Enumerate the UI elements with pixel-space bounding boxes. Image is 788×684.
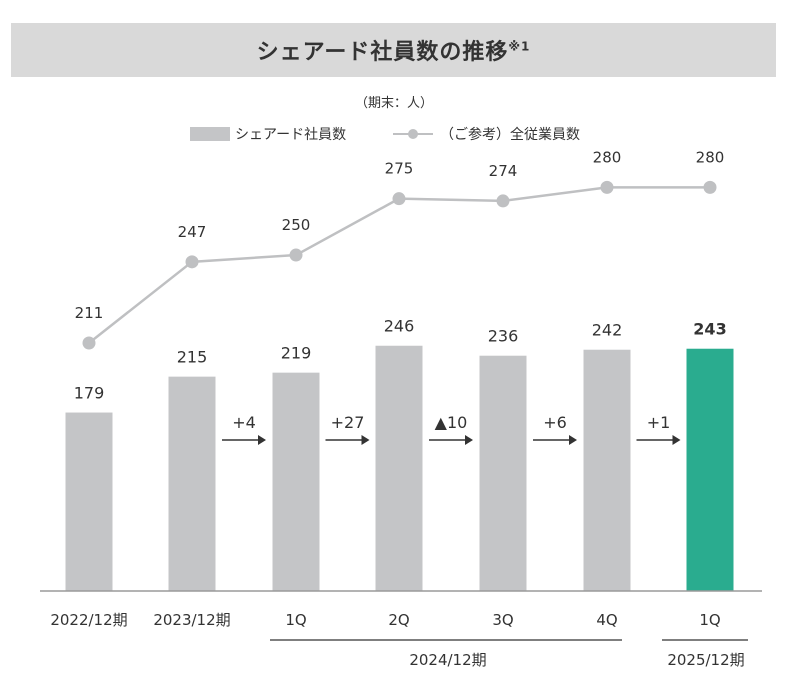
change-arrow-head (258, 435, 266, 445)
line-point (703, 180, 717, 194)
bar (65, 412, 113, 591)
line-value-label: 280 (593, 148, 622, 166)
change-label: +6 (543, 413, 567, 432)
bar (375, 345, 423, 591)
group-label-2025: 2025/12期 (667, 651, 744, 669)
legend-bar-swatch (190, 127, 230, 141)
legend-line-label: （ご参考）全従業員数 (440, 126, 580, 143)
x-tick-label: 2023/12期 (153, 611, 230, 629)
x-tick-label: 2Q (388, 611, 409, 629)
x-tick-label: 1Q (699, 611, 720, 629)
bar-value-label: 246 (384, 317, 415, 336)
line-value-label: 280 (696, 148, 725, 166)
line-value-label: 247 (178, 223, 207, 241)
line-value-label: 274 (489, 162, 518, 180)
line-value-label: 250 (282, 216, 311, 234)
change-arrow-head (361, 435, 370, 445)
chart-title: シェアード社員数の推移※1 (256, 39, 531, 65)
change-label: ▲10 (435, 413, 468, 432)
bar (272, 372, 320, 591)
legend-bar-label: シェアード社員数 (235, 127, 346, 143)
x-tick-label: 2022/12期 (50, 611, 127, 629)
change-label: +1 (647, 413, 671, 432)
unit-label: （期末：人） (355, 96, 433, 111)
bar-value-label: 242 (592, 321, 623, 340)
bar-value-label: 215 (177, 348, 208, 367)
title-bar: シェアード社員数の推移※1 (11, 23, 776, 77)
bar (686, 348, 734, 591)
title-note: ※1 (508, 39, 531, 54)
change-arrow-head (569, 435, 577, 445)
legend-line-marker (408, 129, 418, 139)
line-point (600, 180, 614, 194)
line-point (289, 248, 303, 262)
bar-value-label: 179 (74, 384, 105, 403)
line-point (392, 192, 406, 206)
change-arrow-head (672, 435, 681, 445)
line-point (82, 336, 96, 350)
change-label: +27 (331, 413, 365, 432)
bar (479, 355, 527, 591)
bar (168, 376, 216, 591)
x-tick-label: 1Q (285, 611, 306, 629)
line-value-label: 275 (385, 160, 414, 178)
change-arrow-head (465, 435, 473, 445)
bar-value-label: 219 (281, 344, 312, 363)
group-label-2024: 2024/12期 (409, 651, 486, 669)
bar (583, 349, 631, 591)
bar-value-label: 236 (488, 327, 519, 346)
line-point (185, 255, 199, 269)
x-tick-label: 3Q (492, 611, 513, 629)
line-value-label: 211 (75, 304, 104, 322)
line-point (496, 194, 510, 208)
change-label: +4 (232, 413, 256, 432)
x-tick-label: 4Q (596, 611, 617, 629)
bar-value-label: 243 (693, 320, 726, 339)
